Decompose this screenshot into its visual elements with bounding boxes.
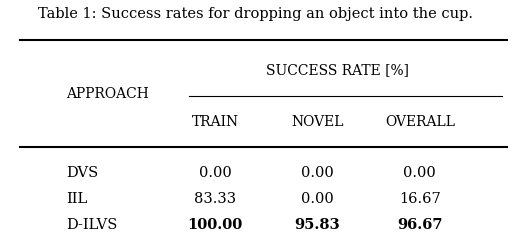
Text: 95.83: 95.83 — [294, 218, 340, 232]
Text: OVERALL: OVERALL — [385, 115, 455, 129]
Text: DVS: DVS — [67, 166, 99, 180]
Text: IIL: IIL — [67, 192, 88, 206]
Text: SUCCESS RATE [%]: SUCCESS RATE [%] — [266, 63, 410, 77]
Text: 0.00: 0.00 — [301, 192, 334, 206]
Text: Table 1: Success rates for dropping an object into the cup.: Table 1: Success rates for dropping an o… — [38, 7, 474, 21]
Text: 0.00: 0.00 — [199, 166, 231, 180]
Text: NOVEL: NOVEL — [291, 115, 344, 129]
Text: 16.67: 16.67 — [399, 192, 441, 206]
Text: 96.67: 96.67 — [397, 218, 442, 232]
Text: 83.33: 83.33 — [194, 192, 236, 206]
Text: TRAIN: TRAIN — [191, 115, 239, 129]
Text: 0.00: 0.00 — [301, 166, 334, 180]
Text: D-ILVS: D-ILVS — [67, 218, 118, 232]
Text: 0.00: 0.00 — [403, 166, 436, 180]
Text: 100.00: 100.00 — [187, 218, 243, 232]
Text: APPROACH: APPROACH — [67, 87, 150, 101]
